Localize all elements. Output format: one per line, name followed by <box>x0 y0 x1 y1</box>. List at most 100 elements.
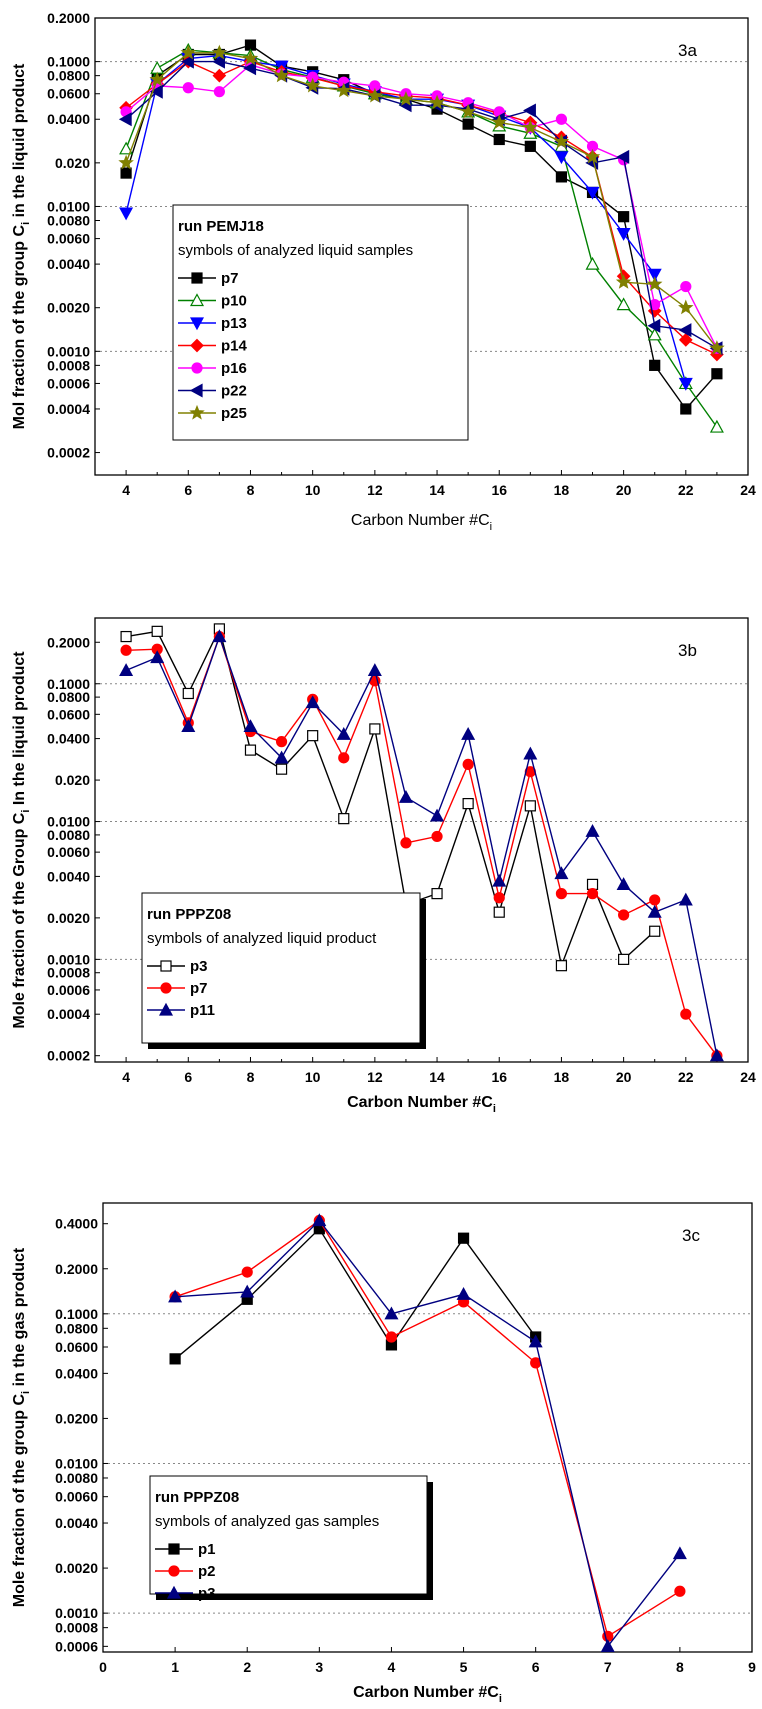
data-point-p7 <box>649 359 661 371</box>
data-point-p7 <box>555 171 568 183</box>
y-tick-label: 0.0020 <box>47 300 90 316</box>
data-point-p7 <box>618 909 630 921</box>
legend-item-p11: p11 <box>147 1002 215 1019</box>
legend-item-p22: p22 <box>178 383 247 400</box>
data-point-p7 <box>120 644 132 656</box>
data-point-p25 <box>336 82 352 98</box>
data-point-p7 <box>493 133 505 146</box>
x-axis-label: Carbon Number #Ci <box>347 1094 496 1115</box>
legend-marker <box>189 404 205 420</box>
x-tick-label: 20 <box>616 482 632 498</box>
plot-frame <box>94 17 749 476</box>
data-point-p3 <box>462 797 474 810</box>
data-point-p16 <box>182 82 194 94</box>
y-tick-label: 0.0010 <box>47 343 90 359</box>
data-point-p3 <box>618 953 630 965</box>
data-point-p3 <box>182 687 194 700</box>
legend-box <box>141 892 421 1044</box>
x-tick-label: 16 <box>491 1069 507 1085</box>
x-tick-label: 24 <box>740 482 756 498</box>
x-tick-label: 5 <box>460 1659 468 1675</box>
legend-marker <box>189 383 203 398</box>
data-point-p3 <box>244 744 257 756</box>
data-point-p22 <box>678 323 692 338</box>
x-tick-label: 6 <box>184 1069 192 1085</box>
series-line-p2 <box>174 1219 681 1638</box>
data-point-p7 <box>586 888 599 900</box>
legend-item-p3: p3 <box>155 1585 216 1602</box>
y-tick-label: 0.0006 <box>47 982 90 998</box>
series-line-p1 <box>174 1227 537 1360</box>
legend-marker <box>160 982 172 994</box>
y-tick-label: 0.0600 <box>47 706 90 722</box>
x-tick-label: 4 <box>122 1069 130 1085</box>
x-tick-label: 14 <box>429 1069 445 1085</box>
data-point-p10 <box>585 256 600 270</box>
legend-label: p3 <box>190 958 208 975</box>
data-point-p25 <box>678 299 694 315</box>
data-point-p22 <box>647 318 661 333</box>
legend-marker <box>189 317 205 331</box>
legend-item-p10: p10 <box>178 293 247 310</box>
y-tick-label: 0.0008 <box>55 1620 98 1636</box>
legend-title: run PEMJ18 <box>178 218 264 235</box>
data-point-p7 <box>462 758 474 770</box>
data-point-p22 <box>118 112 132 127</box>
data-point-p3 <box>307 730 319 742</box>
data-point-p3 <box>120 630 132 643</box>
data-point-p22 <box>616 149 630 164</box>
data-point-p16 <box>213 86 225 98</box>
legend-subtitle: symbols of analyzed liquid product <box>147 930 377 947</box>
y-tick-label: 0.0010 <box>47 951 90 967</box>
y-tick-label: 0.0020 <box>55 1560 98 1576</box>
y-tick-label: 0.0400 <box>55 1365 98 1381</box>
data-point-p7 <box>431 830 443 843</box>
data-point-p3 <box>493 906 505 918</box>
y-tick-label: 0.0008 <box>47 965 90 981</box>
data-point-p3 <box>528 1334 543 1348</box>
data-point-p7 <box>711 368 723 380</box>
data-point-p25 <box>491 114 507 130</box>
x-tick-label: 2 <box>243 1659 251 1675</box>
data-point-p10 <box>119 141 134 155</box>
legend-label: p22 <box>221 383 247 400</box>
legend-item-p3: p3 <box>147 958 208 975</box>
series-line-p3 <box>175 1219 681 1648</box>
legend-box <box>149 1475 428 1595</box>
data-point-p11 <box>585 824 600 837</box>
data-point-p11 <box>367 663 382 676</box>
data-point-p11 <box>461 727 476 740</box>
x-tick-label: 6 <box>184 482 192 498</box>
x-tick-label: 6 <box>532 1659 540 1675</box>
x-tick-label: 14 <box>429 482 445 498</box>
legend-marker <box>190 338 204 353</box>
data-point-p7 <box>462 118 474 130</box>
data-point-p7 <box>120 167 132 179</box>
data-point-p11 <box>492 873 507 887</box>
data-point-p25 <box>429 94 445 110</box>
y-tick-label: 0.0004 <box>47 401 90 417</box>
data-point-p11 <box>398 790 413 803</box>
data-point-p11 <box>274 750 289 764</box>
x-tick-label: 18 <box>554 482 570 498</box>
data-point-p13 <box>119 207 134 221</box>
legend-label: p3 <box>198 1585 216 1602</box>
y-tick-label: 0.1000 <box>47 676 90 692</box>
y-tick-label: 0.0800 <box>47 68 90 84</box>
data-point-p7 <box>524 140 536 152</box>
y-axis-label: Mol fraction of the group Ci in the liqu… <box>11 63 32 429</box>
y-tick-label: 0.1000 <box>55 1306 98 1322</box>
y-tick-label: 0.0020 <box>47 910 90 926</box>
x-axis-label: Carbon Number #Ci <box>353 1684 502 1705</box>
legend-label: p14 <box>221 338 248 355</box>
y-tick-label: 0.0080 <box>55 1470 98 1486</box>
data-point-p25 <box>522 119 539 135</box>
legend-label: p1 <box>198 1541 216 1558</box>
y-tick-label: 0.0060 <box>55 1489 98 1505</box>
legend-marker <box>158 1002 174 1016</box>
y-tick-label: 0.0400 <box>47 731 90 747</box>
data-point-p11 <box>523 746 538 760</box>
x-tick-label: 22 <box>678 1069 694 1085</box>
series-p3 <box>168 1213 687 1652</box>
